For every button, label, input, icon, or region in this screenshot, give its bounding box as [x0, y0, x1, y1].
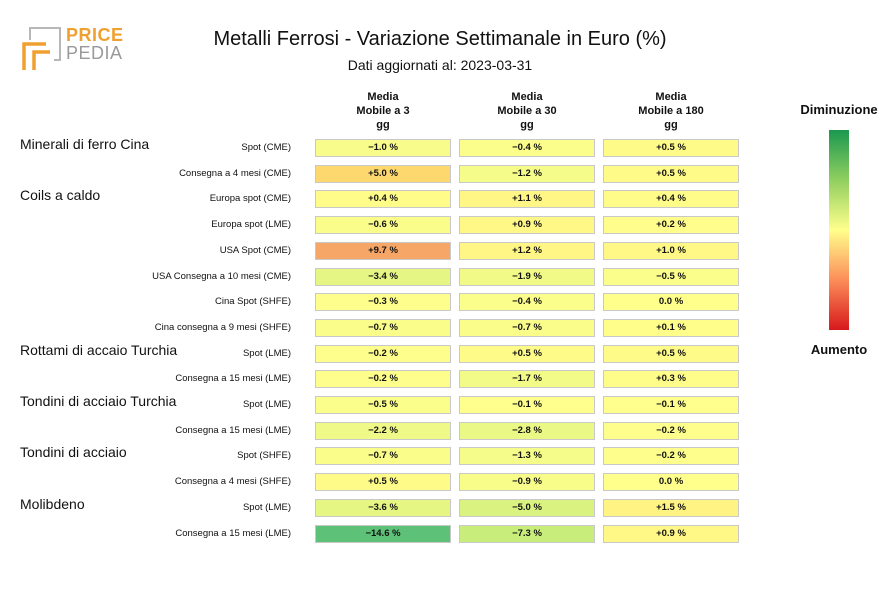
chart-title: Metalli Ferrosi - Variazione Settimanale… [213, 28, 667, 50]
column-header: Media Mobile a 30 gg [459, 90, 595, 132]
column-header-line: Media [511, 91, 543, 103]
heatmap-cell: +0.4 % [603, 190, 739, 209]
row-label: Cina Spot (SHFE) [214, 296, 291, 308]
heatmap-cell: −7.3 % [459, 524, 595, 543]
heatmap-cell: −0.2 % [315, 370, 451, 389]
row-label: Cina consegna a 9 mesi (SHFE) [154, 321, 291, 333]
heatmap-cell: +5.0 % [315, 164, 451, 183]
column-header-line: Media [655, 91, 687, 103]
heatmap-cell: +1.5 % [603, 498, 739, 517]
logo-mark-icon [22, 27, 61, 70]
heatmap-cell: −0.2 % [315, 344, 451, 363]
column-header-line: Media [367, 91, 399, 103]
heatmap-cell: −5.0 % [459, 498, 595, 517]
heatmap-cell: −0.1 % [603, 396, 739, 414]
column-header-line: Mobile a 180 [638, 105, 704, 117]
row-label: Consegna a 15 mesi (LME) [175, 373, 291, 385]
row-label: Spot (CME) [241, 142, 291, 153]
heatmap-cell: +0.5 % [315, 473, 451, 492]
pricepedia-logo: PRICE PEDIA [20, 24, 130, 72]
row-label: Spot (SHFE) [237, 450, 291, 462]
heatmap-cell: +1.1 % [459, 190, 595, 209]
row-label: USA Spot (CME) [219, 244, 291, 256]
heatmap-cell: +0.5 % [603, 139, 739, 157]
heatmap-cell: +1.2 % [459, 241, 595, 260]
heatmap-cell: −14.6 % [315, 524, 451, 543]
column-header-line: gg [376, 119, 390, 131]
heatmap-cell: +0.2 % [603, 216, 739, 235]
heatmap-cell: +0.4 % [315, 190, 451, 209]
logo-text-pedia: PEDIA [66, 43, 123, 63]
column-header-line: Mobile a 30 [497, 105, 557, 117]
legend-colorbar [829, 130, 849, 330]
legend-bottom-label: Aumento [810, 342, 868, 357]
row-label: Europa spot (LME) [211, 219, 291, 231]
row-label: Spot (LME) [242, 399, 291, 410]
heatmap-cell: −0.7 % [315, 447, 451, 466]
heatmap-cell: +0.5 % [603, 164, 739, 183]
column-header: Media Mobile a 3 gg [315, 90, 451, 132]
heatmap-cell: −0.9 % [459, 473, 595, 492]
heatmap-cell: −2.2 % [315, 421, 451, 440]
column-header-line: Mobile a 3 [356, 105, 410, 117]
group-label: Tondini di acciaio [20, 444, 127, 461]
group-label: Minerali di ferro Cina [20, 136, 150, 152]
heatmap-cell: −1.2 % [459, 164, 595, 183]
row-label: Consegna a 15 mesi (LME) [175, 527, 291, 539]
heatmap-cell: −0.7 % [315, 318, 451, 337]
logo-text-price: PRICE [66, 25, 124, 45]
heatmap-cell: +0.9 % [603, 524, 739, 543]
group-label: Molibdeno [20, 495, 85, 512]
row-label: Consegna a 4 mesi (CME) [179, 167, 291, 179]
heatmap-cell: +0.5 % [603, 344, 739, 363]
heatmap-cell: −0.7 % [459, 318, 595, 337]
heatmap-cell: −3.4 % [315, 267, 451, 286]
heatmap-cell: −0.5 % [315, 396, 451, 414]
row-label: Spot (LME) [242, 347, 291, 359]
heatmap-cell: −0.3 % [315, 293, 451, 312]
row-label: USA Consegna a 10 mesi (CME) [152, 270, 291, 282]
heatmap-cell: −1.3 % [459, 447, 595, 466]
row-label: Consegna a 15 mesi (LME) [175, 424, 291, 436]
column-header-line: gg [664, 119, 678, 131]
heatmap-cell: −0.6 % [315, 216, 451, 235]
heatmap-cell: 0.0 % [603, 293, 739, 312]
group-label: Coils a caldo [20, 187, 101, 204]
heatmap-cell: −1.0 % [315, 139, 451, 157]
heatmap-cell: +9.7 % [315, 241, 451, 260]
legend-top-label: Diminuzione [800, 102, 878, 117]
heatmap-cell: −0.4 % [459, 293, 595, 312]
column-header: Media Mobile a 180 gg [603, 90, 739, 132]
heatmap-cell: 0.0 % [603, 473, 739, 492]
row-label: Europa spot (CME) [209, 193, 291, 205]
heatmap-cell: +1.0 % [603, 241, 739, 260]
row-label: Consegna a 4 mesi (SHFE) [174, 476, 291, 488]
group-label: Rottami di accaio Turchia [20, 341, 178, 358]
heatmap-cell: −0.2 % [603, 421, 739, 440]
heatmap-cell: +0.3 % [603, 370, 739, 389]
heatmap-cell: −3.6 % [315, 498, 451, 517]
row-label: Spot (LME) [242, 501, 291, 513]
group-label: Tondini di acciaio Turchia [20, 393, 177, 409]
heatmap-cell: −0.1 % [459, 396, 595, 414]
heatmap-cell: −2.8 % [459, 421, 595, 440]
heatmap-cell: −1.7 % [459, 370, 595, 389]
heatmap-cell: +0.9 % [459, 216, 595, 235]
heatmap-cell: −0.2 % [603, 447, 739, 466]
heatmap-cell: −1.9 % [459, 267, 595, 286]
chart-subtitle: Dati aggiornati al: 2023-03-31 [347, 57, 533, 73]
heatmap-cell: +0.5 % [459, 344, 595, 363]
heatmap-cell: +0.1 % [603, 318, 739, 337]
heatmap-cell: −0.5 % [603, 267, 739, 286]
heatmap-cell: −0.4 % [459, 139, 595, 157]
column-header-line: gg [520, 119, 534, 131]
